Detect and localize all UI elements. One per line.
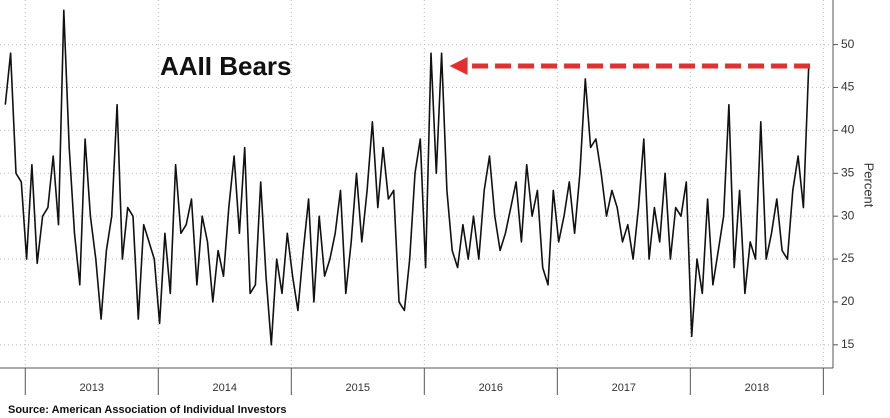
x-tick-label: 2016 — [479, 382, 503, 394]
x-tick-label: 2017 — [612, 382, 636, 394]
x-tick-label: 2015 — [346, 382, 370, 394]
x-tick-label: 2018 — [745, 382, 769, 394]
x-tick-label: 2014 — [213, 382, 237, 394]
reference-arrow-head — [449, 57, 468, 76]
y-tick-label: 30 — [841, 208, 855, 222]
source-note: Source: American Association of Individu… — [8, 404, 287, 416]
line-series — [4, 9, 810, 346]
y-tick-label: 15 — [841, 337, 855, 351]
chart-title: AAII Bears — [160, 51, 292, 81]
y-tick-label: 25 — [841, 251, 855, 265]
y-tick-label: 35 — [841, 165, 855, 179]
y-tick-label: 20 — [841, 294, 855, 308]
y-tick-label: 45 — [841, 80, 855, 94]
x-tick-label: 2013 — [80, 382, 104, 394]
y-tick-label: 40 — [841, 123, 855, 137]
y-axis-label: Percent — [862, 163, 877, 208]
y-tick-label: 50 — [841, 37, 855, 51]
